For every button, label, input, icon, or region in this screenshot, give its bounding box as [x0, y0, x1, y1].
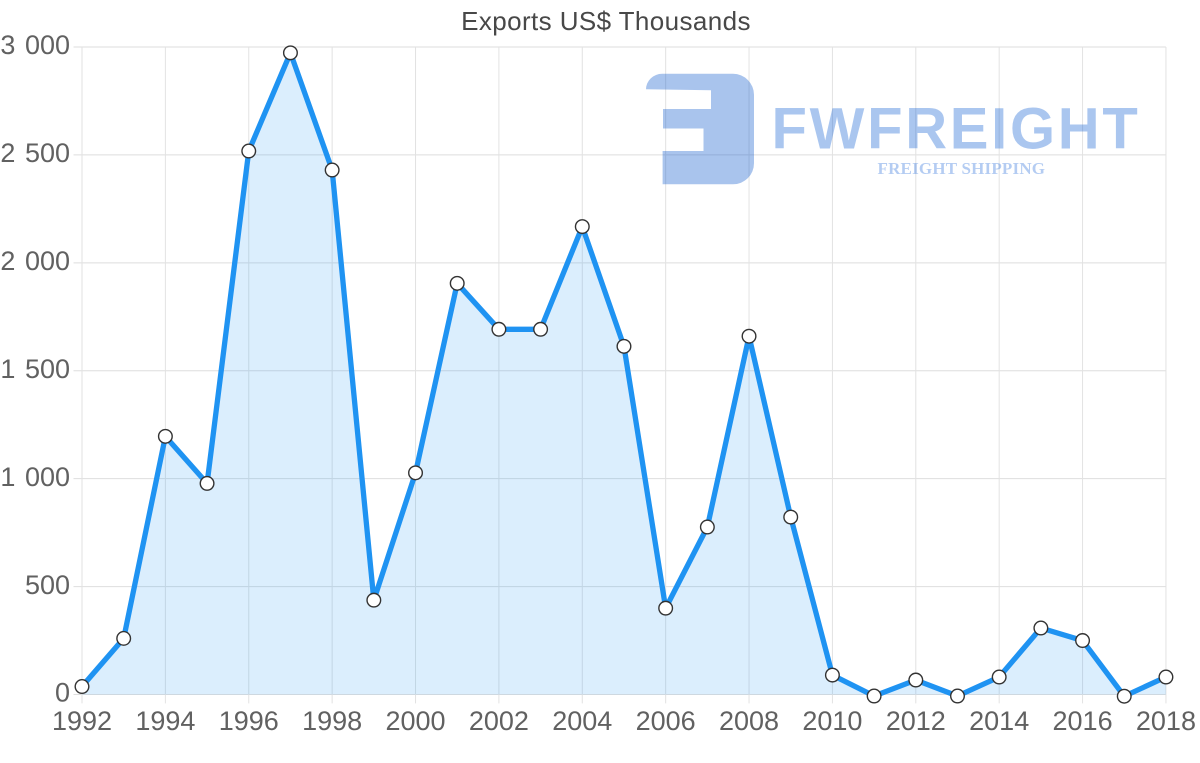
svg-text:1 500: 1 500 [0, 354, 70, 384]
svg-text:3 000: 3 000 [0, 30, 70, 60]
svg-text:1 000: 1 000 [0, 462, 70, 492]
svg-text:2018: 2018 [1136, 706, 1196, 736]
svg-text:2008: 2008 [719, 706, 779, 736]
svg-text:2004: 2004 [552, 706, 612, 736]
svg-text:2014: 2014 [969, 706, 1029, 736]
svg-text:2010: 2010 [802, 706, 862, 736]
svg-text:2002: 2002 [469, 706, 529, 736]
svg-text:1996: 1996 [219, 706, 279, 736]
svg-text:FREIGHT SHIPPING: FREIGHT SHIPPING [878, 159, 1046, 178]
svg-text:2 500: 2 500 [0, 138, 70, 168]
svg-text:2012: 2012 [886, 706, 946, 736]
svg-text:1994: 1994 [135, 706, 195, 736]
svg-text:2000: 2000 [385, 706, 445, 736]
svg-text:2016: 2016 [1053, 706, 1113, 736]
svg-text:2 000: 2 000 [0, 246, 70, 276]
svg-text:Exports US$ Thousands: Exports US$ Thousands [461, 6, 751, 36]
svg-text:1998: 1998 [302, 706, 362, 736]
svg-text:500: 500 [25, 570, 70, 600]
svg-text:1992: 1992 [52, 706, 112, 736]
svg-text:0: 0 [55, 678, 70, 708]
svg-text:FWFREIGHT: FWFREIGHT [772, 97, 1141, 162]
svg-text:2006: 2006 [636, 706, 696, 736]
